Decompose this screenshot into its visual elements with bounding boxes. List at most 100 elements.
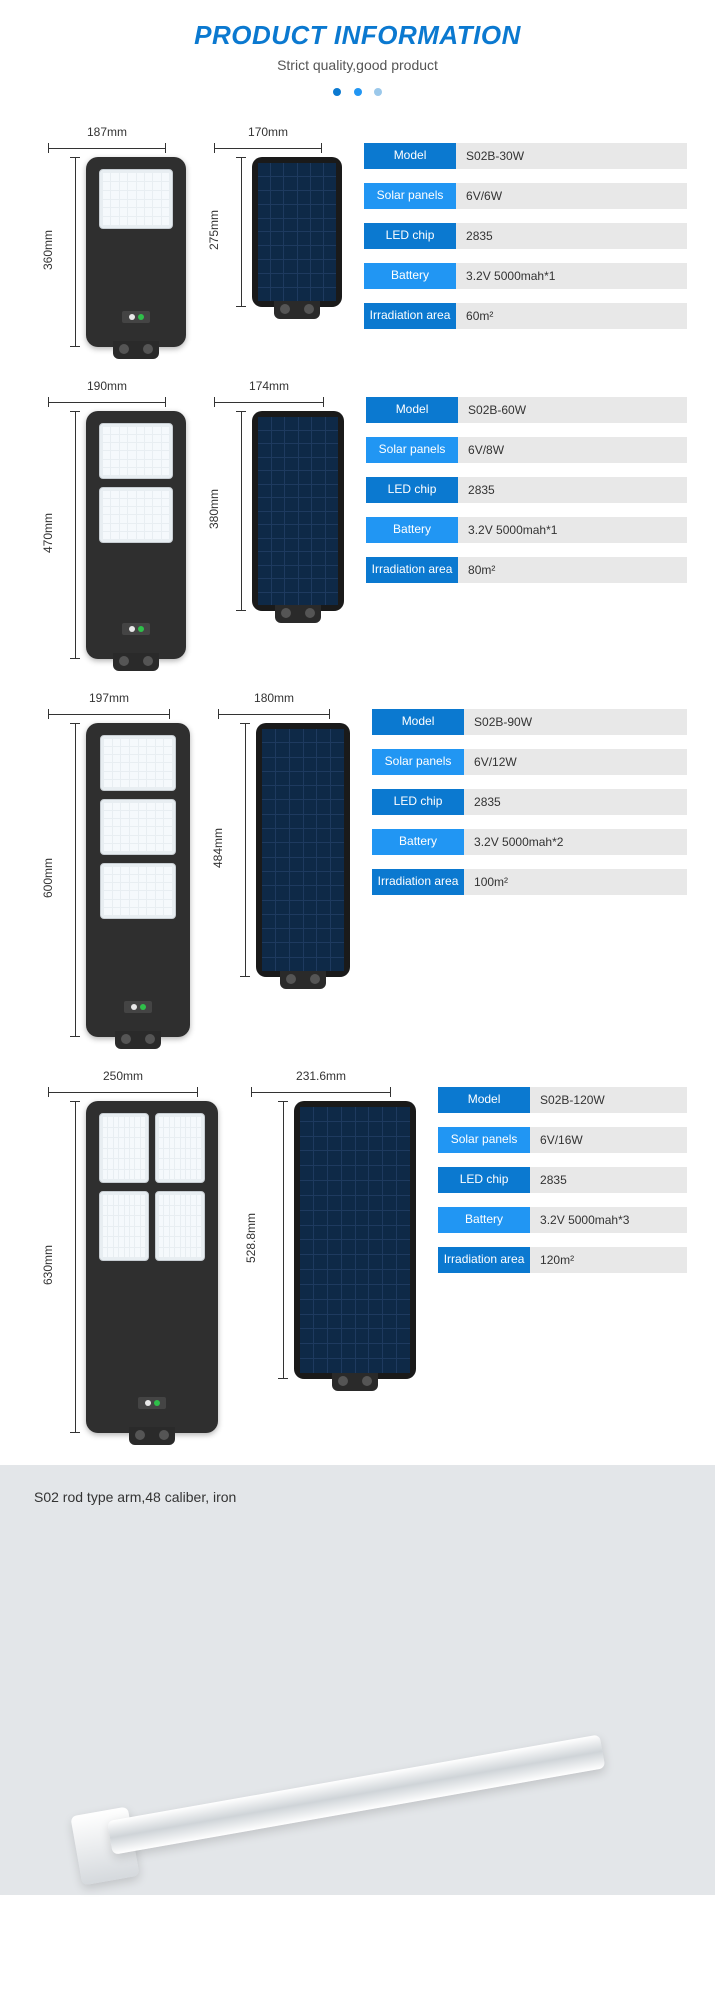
product-row: 250mm 630mm 231.6mm 528.8mm ModelS02B-120W So… [0,1055,715,1451]
dim-bar-icon [48,1087,198,1097]
dim-bar-icon [236,411,246,611]
led-panel [99,169,173,229]
width-label: 190mm [87,379,127,393]
dimension-block: 187mm 360mm [28,125,186,347]
product-back-image [294,1101,416,1379]
footer-text: S02 rod type arm,48 caliber, iron [34,1489,681,1505]
dot-indicator [0,83,715,101]
spec-value: 3.2V 5000mah*3 [530,1207,687,1233]
product-row: 197mm600mm180mm484mmModelS02B-90WSolar p… [0,677,715,1055]
product-back-image [256,723,350,977]
height-dimension: 600mm [28,723,80,1037]
spec-label: Model [366,397,458,423]
height-dimension: 380mm [194,411,246,611]
mount-bracket [113,653,159,671]
height-label: 600mm [41,858,55,898]
height-dimension: 470mm [28,411,80,659]
dim-bar-icon [48,143,166,153]
width-label: 197mm [89,691,129,705]
dim-bar-icon [218,709,330,719]
spec-row: ModelS02B-120W [438,1087,687,1113]
spec-row: LED chip2835 [438,1167,687,1193]
dim-bar-icon [70,1101,80,1433]
spec-row: Solar panels6V/16W [438,1127,687,1153]
spec-row: Solar panels6V/12W [372,749,687,775]
dimension-block: 174mm380mm [194,379,344,611]
width-label: 250mm [103,1069,143,1083]
dimension-block: 250mm 630mm [28,1069,218,1433]
height-label: 484mm [211,828,225,868]
height-label: 380mm [207,489,221,529]
dim-bar-icon [70,723,80,1037]
height-dimension: 484mm [198,723,250,977]
spec-label: LED chip [438,1167,530,1193]
height-label: 275mm [207,210,221,250]
product-row: 187mm360mm170mm275mmModelS02B-30WSolar p… [0,111,715,365]
spec-row: ModelS02B-60W [366,397,687,423]
sensor-icon [124,1001,152,1013]
mount-bracket [275,605,321,623]
height-dimension: 630mm [28,1101,80,1433]
width-label: 180mm [254,691,294,705]
spec-label: Model [364,143,456,169]
led-panel [155,1191,205,1261]
product-front-image [86,411,186,659]
dot-icon [333,88,341,96]
dim-bar-icon [251,1087,391,1097]
spec-row: LED chip2835 [372,789,687,815]
dim-bar-icon [278,1101,288,1379]
dim-bar-icon [214,143,322,153]
spec-value: 100m² [464,869,687,895]
spec-row: LED chip2835 [364,223,687,249]
footer-section: S02 rod type arm,48 caliber, iron [0,1465,715,1895]
dim-bar-icon [236,157,246,307]
height-label: 360mm [41,230,55,270]
height-label: 470mm [41,513,55,553]
spec-label: Battery [364,263,456,289]
height-dimension: 275mm [194,157,246,307]
spec-value: 6V/16W [530,1127,687,1153]
mount-bracket [113,341,159,359]
width-label: 231.6mm [296,1069,346,1083]
dot-icon [354,88,362,96]
spec-row: Battery3.2V 5000mah*1 [366,517,687,543]
spec-value: S02B-60W [458,397,687,423]
spec-table: ModelS02B-60WSolar panels6V/8WLED chip28… [366,397,687,597]
spec-label: LED chip [364,223,456,249]
led-panel [100,735,176,791]
spec-label: Irradiation area [438,1247,530,1273]
sensor-icon [138,1397,166,1409]
spec-value: 2835 [458,477,687,503]
spec-value: S02B-30W [456,143,687,169]
height-dimension: 360mm [28,157,80,347]
spec-value: 3.2V 5000mah*1 [456,263,687,289]
spec-value: 6V/8W [458,437,687,463]
dim-bar-icon [48,397,166,407]
width-label: 170mm [248,125,288,139]
spec-label: Solar panels [366,437,458,463]
mount-bracket [280,971,326,989]
width-label: 187mm [87,125,127,139]
mount-bracket [332,1373,378,1391]
dimension-block: 197mm 600mm [28,691,190,1037]
spec-value: 3.2V 5000mah*1 [458,517,687,543]
led-panel [99,423,173,479]
height-label: 528.8mm [244,1213,258,1263]
spec-value: S02B-120W [530,1087,687,1113]
product-row: 190mm470mm174mm380mmModelS02B-60WSolar p… [0,365,715,677]
dimension-block: 231.6mm 528.8mm [226,1069,416,1379]
spec-label: LED chip [366,477,458,503]
spec-label: Irradiation area [372,869,464,895]
spec-row: ModelS02B-30W [364,143,687,169]
spec-label: Irradiation area [366,557,458,583]
sensor-icon [122,623,150,635]
led-panel [99,487,173,543]
led-panel [100,863,176,919]
spec-value: 2835 [464,789,687,815]
spec-row: LED chip2835 [366,477,687,503]
led-panel [99,1113,149,1183]
spec-row: Irradiation area80m² [366,557,687,583]
product-back-image [252,157,342,307]
dimension-block: 180mm 484mm [198,691,350,977]
spec-value: 120m² [530,1247,687,1273]
